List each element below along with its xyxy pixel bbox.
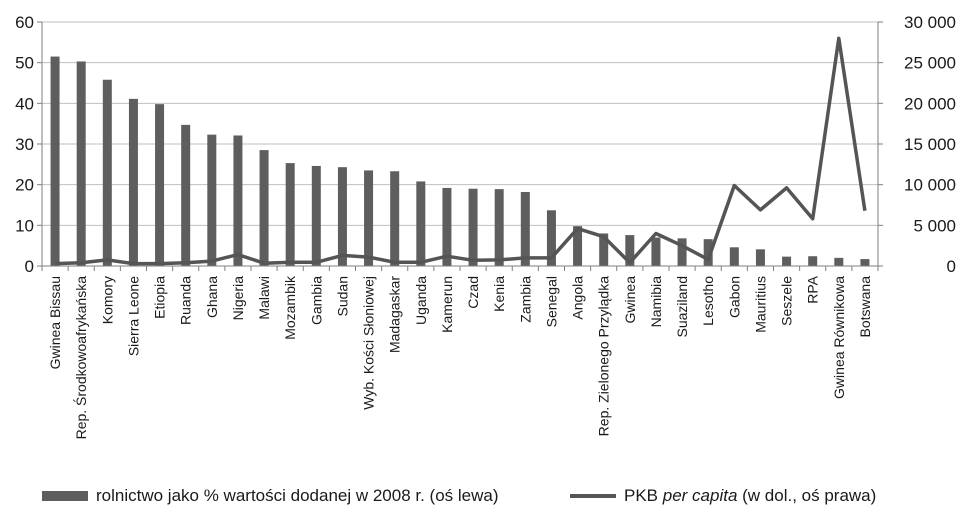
category-label: Gwinea Bissau — [47, 276, 63, 369]
category-label: Sierra Leone — [125, 276, 141, 356]
bar — [703, 239, 713, 266]
left-tick-label: 20 — [15, 176, 34, 195]
category-label: Angola — [570, 276, 586, 320]
bar — [390, 171, 400, 266]
category-label: Komory — [99, 276, 115, 324]
bar — [364, 170, 374, 266]
category-label: Kenia — [491, 276, 507, 312]
legend-line-italic: per capita — [662, 486, 738, 505]
legend-bar-swatch — [42, 491, 88, 501]
category-label: Suaziland — [674, 276, 690, 338]
bar — [155, 104, 165, 266]
category-label: Nigeria — [230, 276, 246, 321]
bar — [755, 249, 765, 266]
legend-item-line: PKB per capita (w dol., oś prawa) — [570, 486, 876, 506]
bar — [573, 226, 583, 266]
right-tick-label: 5 000 — [913, 216, 956, 235]
category-label: Lesotho — [700, 276, 716, 326]
combo-chart: 0 10 20 30 40 50 60 0 5 000 10 000 15 000 20 000 25… — [15, 13, 956, 439]
bar — [494, 189, 504, 266]
left-tick-label: 50 — [15, 54, 34, 73]
category-label: Gambia — [308, 276, 324, 325]
bar — [233, 135, 243, 266]
bar — [207, 134, 217, 266]
bar — [76, 61, 86, 266]
gdp-line — [55, 36, 867, 266]
legend-line-label: PKB per capita (w dol., oś prawa) — [624, 486, 876, 506]
category-label: Sudan — [334, 276, 350, 316]
category-label: Madagaskar — [387, 276, 403, 353]
right-axis-ticks: 0 5 000 10 000 15 000 20 000 25 000 30 000 — [904, 13, 956, 276]
bar — [625, 235, 635, 266]
left-tick-label: 10 — [15, 216, 34, 235]
bar — [50, 56, 60, 266]
bar — [416, 181, 426, 266]
bar — [808, 256, 818, 266]
legend-line-suffix: (w dol., oś prawa) — [737, 486, 877, 505]
bar-series — [50, 56, 870, 267]
right-tick-label: 25 000 — [904, 54, 956, 73]
category-label: Etiopia — [152, 276, 168, 319]
category-label: Senegal — [543, 276, 559, 327]
bar — [285, 163, 295, 266]
category-label: RPA — [805, 275, 821, 303]
bar — [311, 165, 321, 266]
category-label: Mozambik — [282, 275, 298, 340]
gridlines — [42, 21, 878, 226]
category-label: Zambia — [517, 276, 533, 323]
category-label: Seszele — [779, 276, 795, 326]
legend-item-bars: rolnictwo jako % wartości dodanej w 2008… — [42, 486, 499, 506]
bar — [677, 238, 687, 266]
bar — [442, 187, 452, 266]
line-series — [55, 36, 867, 266]
bar — [520, 191, 530, 266]
right-tick-label: 10 000 — [904, 176, 956, 195]
category-label: Uganda — [413, 276, 429, 325]
category-label: Rep. Środkowoafrykańska — [72, 276, 89, 440]
bar — [546, 210, 556, 266]
category-label: Botswana — [857, 276, 873, 338]
right-tick-label: 20 000 — [904, 94, 956, 113]
bar — [599, 233, 609, 266]
axes — [37, 21, 883, 271]
bar — [834, 257, 844, 266]
category-label: Ghana — [204, 276, 220, 318]
left-tick-label: 40 — [15, 94, 34, 113]
category-label: Gabon — [726, 276, 742, 318]
category-label: Gwinea Równikowa — [831, 276, 847, 399]
category-labels: Gwinea Bissau Rep. Środkowoafrykańska Komo… — [47, 275, 873, 439]
bar — [782, 256, 792, 266]
left-tick-label: 0 — [25, 257, 34, 276]
left-tick-label: 60 — [15, 13, 34, 32]
legend-line-prefix: PKB — [624, 486, 663, 505]
right-tick-label: 0 — [947, 257, 956, 276]
category-label: Rep. Zielonego Przylądka — [596, 276, 612, 437]
bar — [468, 188, 478, 266]
right-tick-label: 15 000 — [904, 135, 956, 154]
bar — [259, 150, 269, 266]
category-label: Malawi — [256, 276, 272, 320]
bar — [102, 79, 112, 266]
category-label: Gwinea — [622, 276, 638, 324]
bar — [860, 259, 870, 266]
bar — [128, 98, 138, 266]
bar — [729, 247, 739, 266]
category-label: Namibia — [648, 276, 664, 328]
left-tick-label: 30 — [15, 135, 34, 154]
left-axis-ticks: 0 10 20 30 40 50 60 — [15, 13, 34, 276]
category-label: Wyb. Kości Słoniowej — [361, 276, 377, 410]
right-tick-label: 30 000 — [904, 13, 956, 32]
category-label: Czad — [465, 276, 481, 309]
legend-line-swatch — [570, 494, 616, 498]
bar — [651, 237, 661, 266]
legend-bar-label: rolnictwo jako % wartości dodanej w 2008… — [96, 486, 499, 505]
bar — [181, 124, 191, 267]
category-label: Ruanda — [178, 276, 194, 325]
bar — [337, 167, 347, 266]
category-label: Kamerun — [439, 276, 455, 333]
category-label: Mauritius — [752, 276, 768, 333]
